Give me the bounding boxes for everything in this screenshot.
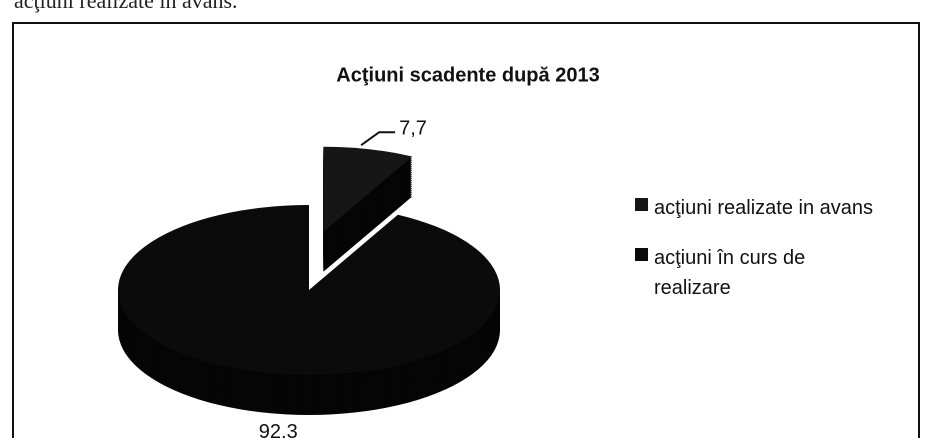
data-label: 92,3	[259, 421, 298, 438]
text-fragment: acţiuni realizate în avans.	[14, 0, 238, 13]
legend-item: acţiuni realizate in avans	[635, 193, 880, 223]
leader-line	[360, 131, 396, 147]
data-label: 7,7	[399, 118, 427, 140]
slice	[323, 146, 413, 232]
slice	[118, 205, 501, 375]
legend-label: acţiuni în curs de realizare	[654, 247, 806, 299]
legend-swatch	[635, 248, 648, 261]
legend-swatch	[635, 198, 648, 211]
chart-title: Acţiuni scadente după 2013	[336, 64, 599, 86]
legend-label: acţiuni realizate in avans	[654, 197, 874, 219]
legend-item: acţiuni în curs de realizare	[635, 243, 880, 303]
